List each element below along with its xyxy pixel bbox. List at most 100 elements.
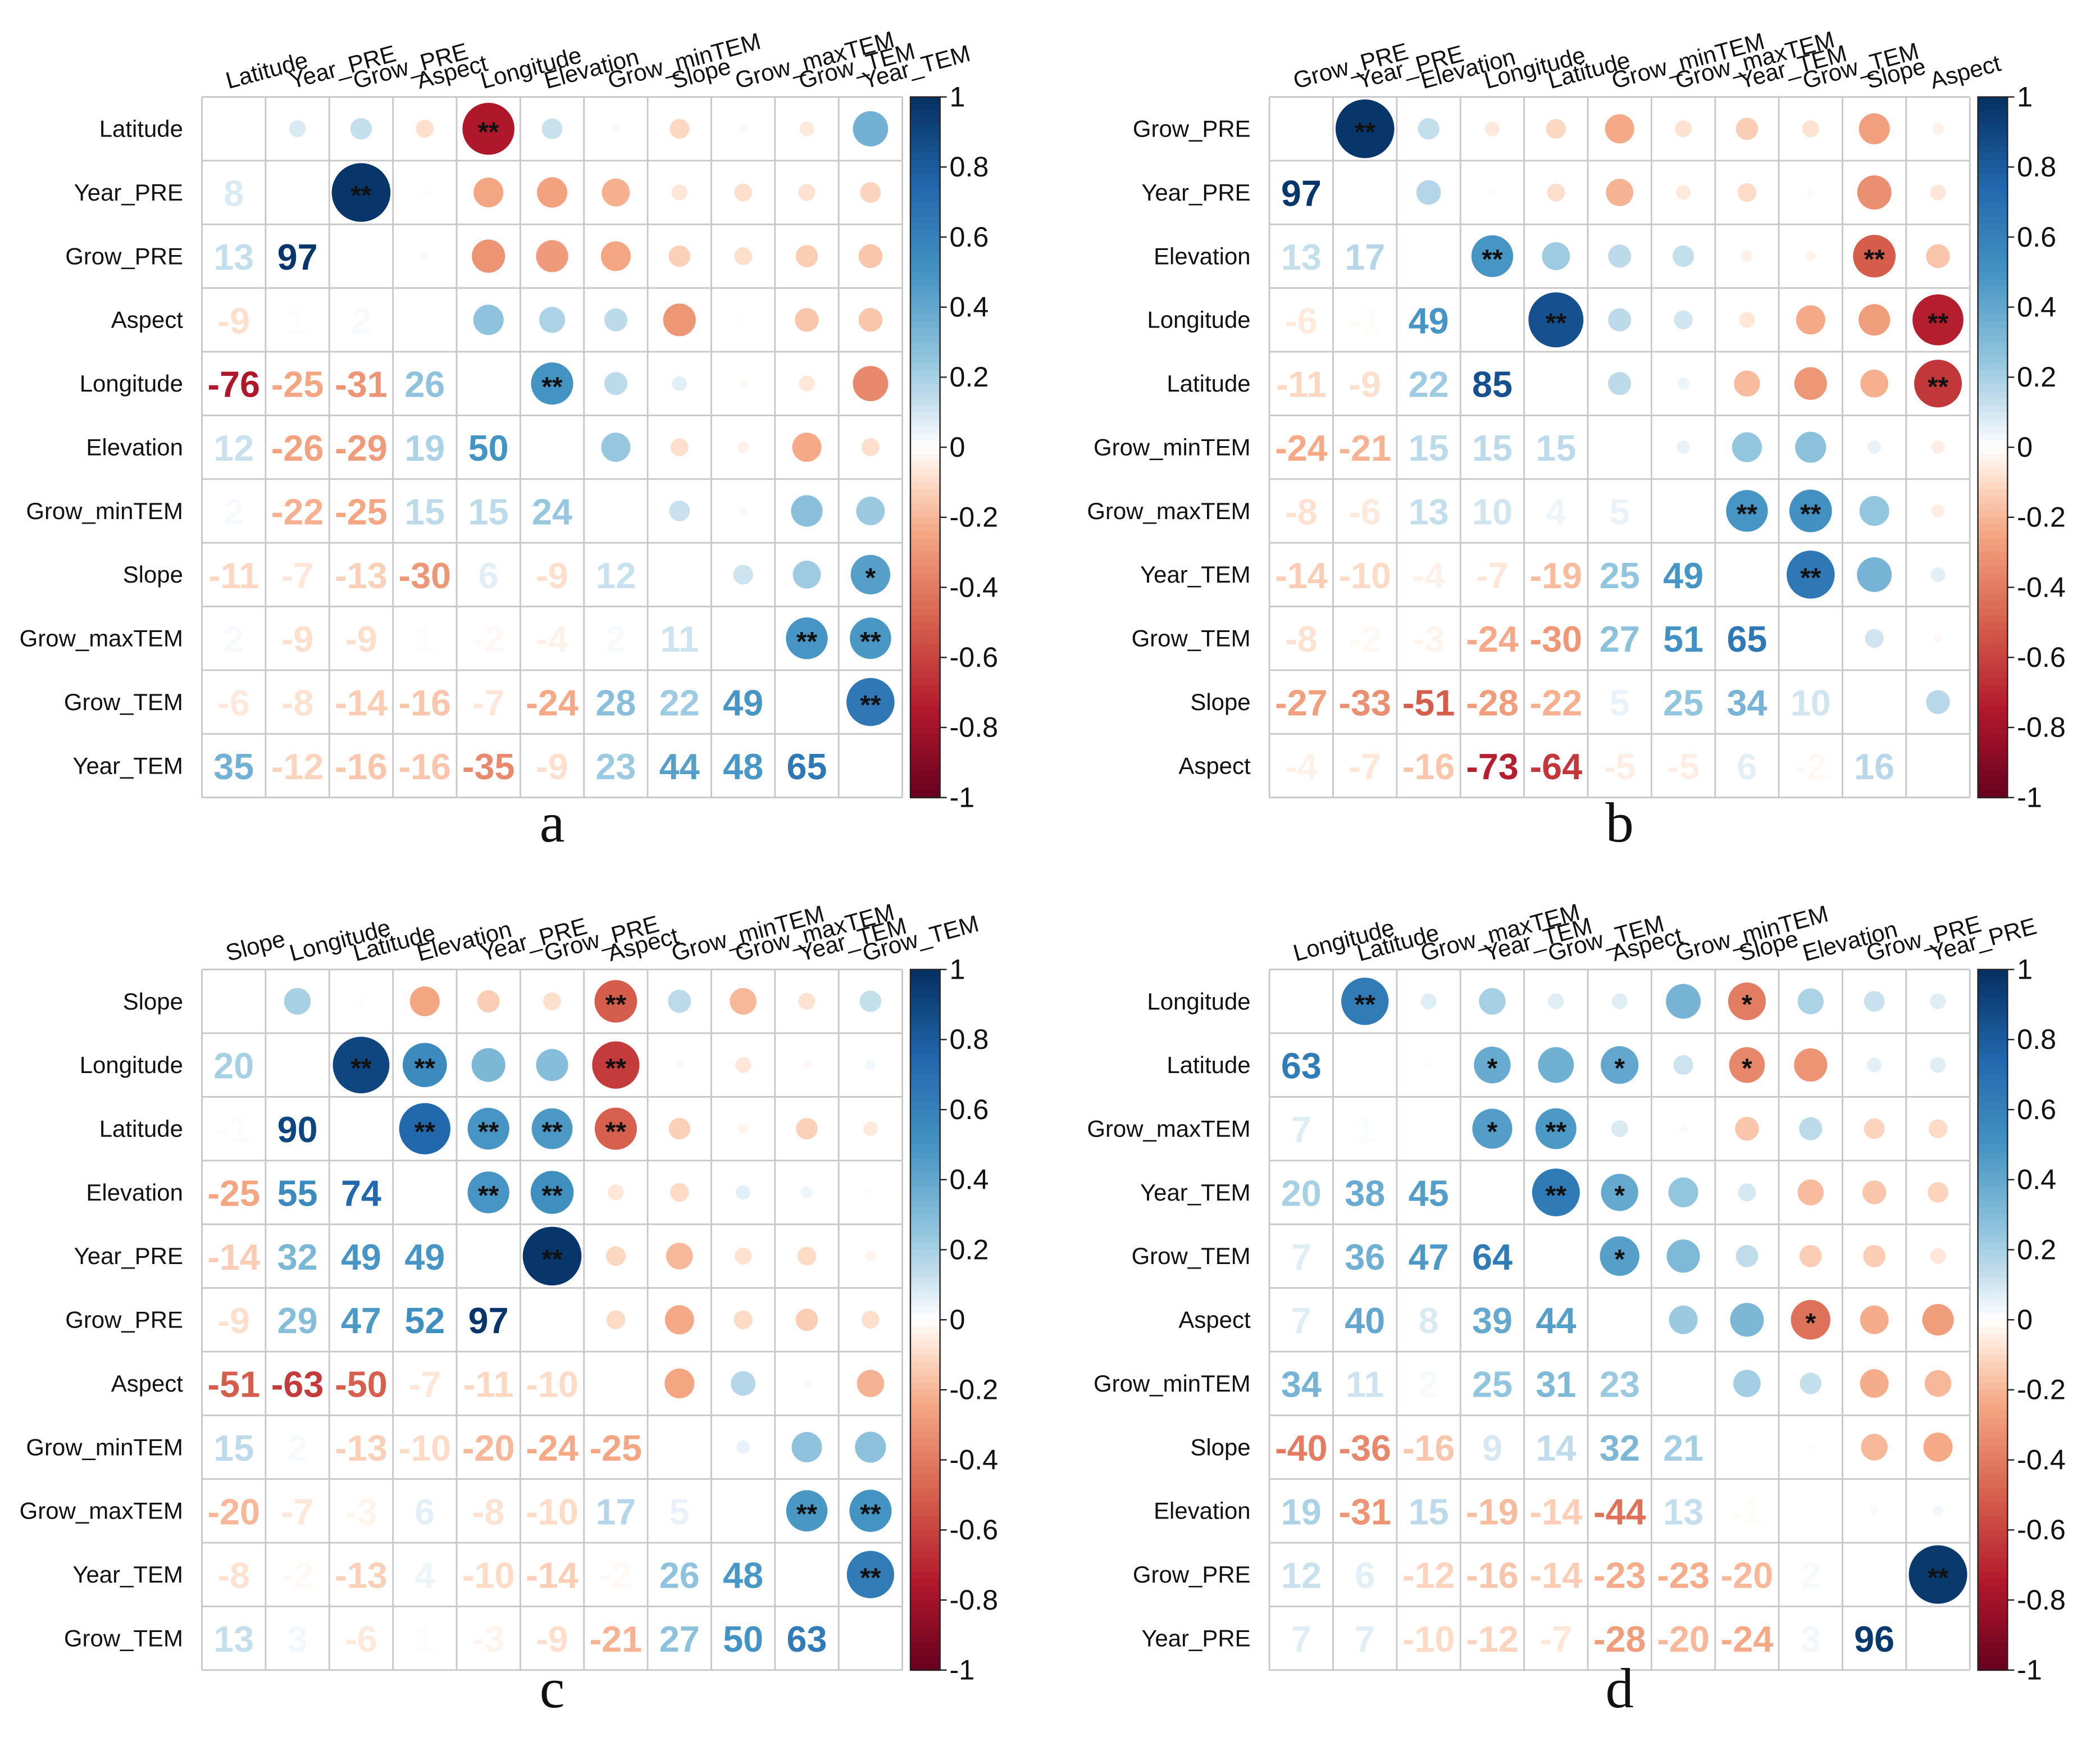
row-label: Slope <box>123 988 183 1015</box>
colorbar-tick-label: 0.2 <box>2017 361 2056 393</box>
coef-circle <box>1471 235 1514 278</box>
colorbar-segment <box>910 1621 940 1629</box>
coef-label: -8 <box>281 683 314 724</box>
coef-label: -35 <box>462 746 515 787</box>
colorbar-segment <box>910 1544 940 1552</box>
colorbar-segment <box>1978 755 2008 763</box>
colorbar-tick-label: 1 <box>949 80 965 112</box>
coef-circle <box>1922 1304 1954 1336</box>
colorbar-segment <box>1978 1312 2008 1321</box>
coef-circle <box>1908 1545 1967 1604</box>
coef-label: -31 <box>335 364 388 405</box>
coef-label: -28 <box>1593 1619 1646 1660</box>
coef-label: -7 <box>1540 1619 1573 1660</box>
coef-circle <box>734 247 753 265</box>
colorbar-segment <box>910 1137 940 1145</box>
row-label: Aspect <box>1178 1307 1251 1333</box>
colorbar-segment <box>910 1494 940 1503</box>
coef-label: 25 <box>1472 1364 1513 1405</box>
coef-circle <box>1472 1108 1513 1149</box>
coef-circle <box>1479 988 1506 1015</box>
colorbar-segment <box>1978 356 2008 364</box>
colorbar-segment <box>1978 1137 2008 1145</box>
colorbar-segment <box>910 1508 940 1517</box>
coef-label: -28 <box>1466 683 1519 724</box>
colorbar-segment <box>1978 1102 2008 1111</box>
coef-circle <box>402 1043 447 1088</box>
coef-circle <box>1797 1179 1824 1206</box>
colorbar-segment <box>910 146 940 154</box>
panel-letter: b <box>1606 791 1634 854</box>
coef-label: 35 <box>213 746 254 787</box>
colorbar-segment <box>910 1522 940 1531</box>
colorbar-segment <box>910 1320 940 1328</box>
colorbar-segment <box>1978 552 2008 561</box>
colorbar-segment <box>910 678 940 687</box>
colorbar-segment <box>910 1600 940 1608</box>
coef-circle <box>791 495 823 527</box>
coef-label: 12 <box>1281 1555 1322 1596</box>
panel-letter: d <box>1606 1657 1634 1720</box>
coef-label: 6 <box>479 555 499 596</box>
coef-circle <box>795 308 819 332</box>
colorbar-segment <box>1978 1334 2008 1342</box>
coef-circle <box>1418 118 1440 140</box>
coef-label: -16 <box>1402 1428 1455 1469</box>
colorbar-segment <box>910 237 940 245</box>
grid <box>201 969 904 1671</box>
colorbar-segment <box>1978 146 2008 154</box>
coef-label: 40 <box>1345 1300 1385 1341</box>
colorbar-segment <box>1978 1207 2008 1216</box>
colorbar-segment <box>910 776 940 785</box>
significance-mark: * <box>1805 1308 1816 1338</box>
coef-circle <box>536 240 568 272</box>
colorbar-segment <box>910 510 940 519</box>
coef-label: 14 <box>1536 1428 1576 1469</box>
significance-mark: ** <box>1928 372 1949 402</box>
row-label: Grow_TEM <box>64 689 183 715</box>
coef-circle <box>736 1440 750 1454</box>
colorbar-segment <box>1978 1229 2008 1237</box>
colorbar-segment <box>910 1537 940 1545</box>
colorbar-segment <box>1978 769 2008 778</box>
colorbar-tick-label: 0.8 <box>2017 151 2056 183</box>
colorbar-segment <box>910 1158 940 1167</box>
coef-label: 74 <box>341 1172 381 1213</box>
colorbar-segment <box>1978 1187 2008 1195</box>
colorbar-segment <box>1978 503 2008 511</box>
colorbar-segment <box>910 1389 940 1398</box>
colorbar-segment <box>1978 1284 2008 1293</box>
coef-circle <box>1741 250 1753 262</box>
coef-label: 44 <box>1536 1300 1576 1341</box>
coef-label: 1 <box>414 619 435 660</box>
colorbar-segment <box>910 1530 940 1538</box>
coef-circle <box>1807 1444 1814 1451</box>
colorbar-segment <box>910 1116 940 1125</box>
coef-label: -3 <box>472 1619 505 1660</box>
colorbar-segment <box>910 664 940 672</box>
colorbar-segment <box>910 131 940 140</box>
coef-circle <box>1860 1305 1889 1334</box>
colorbar-segment <box>1978 433 2008 442</box>
row-label: Slope <box>123 561 183 588</box>
coef-circle <box>409 986 440 1016</box>
coef-label: 15 <box>1536 428 1576 469</box>
coef-label: -4 <box>1413 555 1445 596</box>
significance-mark: ** <box>1737 499 1758 529</box>
colorbar: 1 0.8 0.6 0.4 0.2 0 -0.2 -0.4 -0.6 -0.8 -1 <box>1977 953 2066 1686</box>
coef-label: -24 <box>1721 1619 1774 1660</box>
colorbar-tick-label: -1 <box>949 781 974 813</box>
colorbar-segment <box>910 699 940 707</box>
coef-label: -4 <box>536 619 568 660</box>
colorbar-segment <box>910 1298 940 1307</box>
grid <box>1268 969 1971 1671</box>
colorbar-segment <box>1978 314 2008 322</box>
colorbar-segment <box>910 1607 940 1615</box>
coef-label: -7 <box>472 683 505 724</box>
coef-circle <box>604 308 627 331</box>
coef-circle <box>1858 113 1890 144</box>
colorbar-segment <box>910 1193 940 1202</box>
coef-label: 34 <box>1727 683 1767 724</box>
coef-label: -24 <box>526 1428 578 1469</box>
colorbar-tick-label: 0.2 <box>949 361 988 393</box>
